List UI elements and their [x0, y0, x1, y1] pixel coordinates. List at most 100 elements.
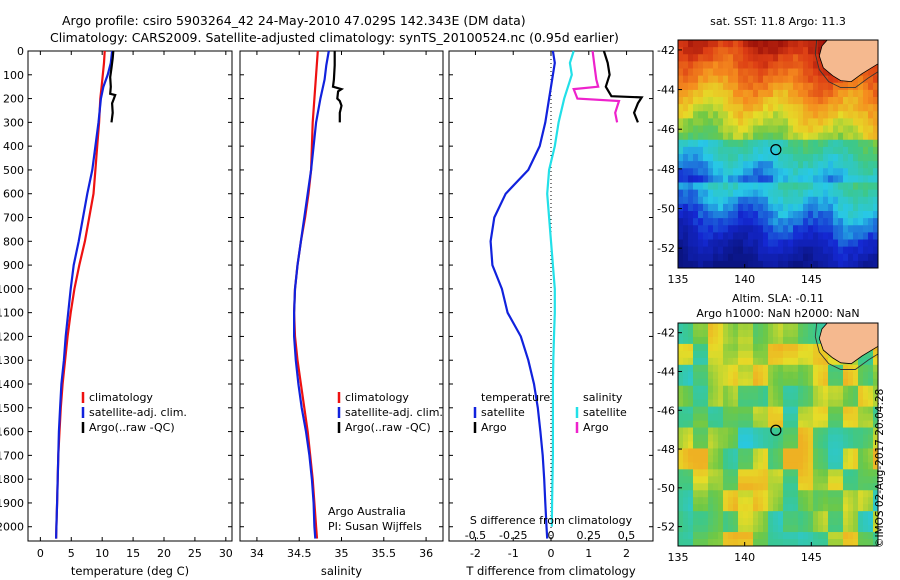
- map-cell: [693, 168, 699, 176]
- map-cell: [838, 406, 844, 414]
- map-cell: [778, 82, 784, 91]
- map-cell: [868, 125, 874, 134]
- map-cell: [748, 350, 754, 359]
- map-cell: [763, 336, 769, 345]
- map-cell: [768, 139, 774, 148]
- map-cell: [858, 385, 864, 394]
- map-cell: [748, 61, 754, 69]
- map-cell: [868, 448, 874, 456]
- y-tick-label: 800: [3, 235, 24, 248]
- map-cell: [693, 111, 699, 119]
- map-cell: [758, 441, 764, 449]
- map-cell: [733, 462, 739, 470]
- map-cell: [803, 211, 809, 219]
- map-cell: [718, 336, 724, 345]
- map-cell: [793, 154, 799, 162]
- map-cell: [728, 54, 734, 62]
- map-cell: [723, 420, 729, 428]
- map-cell: [808, 232, 814, 240]
- map-cell: [788, 525, 794, 533]
- map-cell: [788, 392, 794, 401]
- map-cell: [798, 82, 804, 91]
- map-cell: [703, 518, 709, 526]
- map-cell: [728, 154, 734, 162]
- map-cell: [868, 175, 874, 183]
- map-cell: [833, 218, 839, 226]
- map-cell: [728, 434, 734, 442]
- map-cell: [733, 448, 739, 456]
- temperature-panel: 0 5 10 15 20 25 300100200300400500600700800900…: [0, 45, 233, 578]
- map-cell: [803, 82, 809, 91]
- map-cell: [803, 427, 809, 435]
- map-cell: [863, 260, 869, 269]
- map-cell: [868, 497, 874, 505]
- map-cell: [708, 89, 714, 98]
- map-cell: [678, 40, 684, 48]
- map-cell: [798, 40, 804, 48]
- map-cell: [723, 476, 729, 484]
- map-cell: [713, 89, 719, 98]
- map-cell: [728, 161, 734, 169]
- map-cell: [798, 427, 804, 435]
- map-cell: [803, 448, 809, 456]
- map-cell: [743, 154, 749, 162]
- map-cell: [698, 146, 704, 155]
- map-cell: [688, 154, 694, 162]
- map-cell: [768, 406, 774, 414]
- map-cell: [728, 392, 734, 401]
- map-cell: [818, 490, 824, 498]
- map-cell: [723, 511, 729, 519]
- map-cell: [868, 469, 874, 477]
- map-cell: [698, 525, 704, 533]
- map-cell: [868, 350, 874, 359]
- map-cell: [823, 427, 829, 435]
- map-cell: [778, 483, 784, 491]
- map-cell: [763, 111, 769, 119]
- map-cell: [723, 469, 729, 477]
- map-cell: [713, 54, 719, 62]
- map-cell: [713, 246, 719, 255]
- map-cell: [793, 329, 799, 338]
- map-cell: [863, 350, 869, 359]
- map-cell: [718, 218, 724, 226]
- map-cell: [808, 260, 814, 269]
- map-cell: [718, 161, 724, 169]
- map-cell: [818, 357, 824, 366]
- map-cell: [788, 253, 794, 262]
- map-cell: [778, 497, 784, 505]
- map-cell: [803, 61, 809, 69]
- map-cell: [803, 350, 809, 359]
- map-cell: [718, 61, 724, 69]
- map-cell: [838, 225, 844, 233]
- map-cell: [828, 427, 834, 435]
- map-cell: [698, 189, 704, 198]
- map-cell: [808, 490, 814, 498]
- map-cell: [728, 47, 734, 55]
- map-cell: [808, 434, 814, 442]
- map-cell: [733, 232, 739, 240]
- map-cell: [793, 68, 799, 77]
- map-cell: [798, 196, 804, 205]
- map-cell: [773, 61, 779, 69]
- map-cell: [798, 68, 804, 77]
- map-cell: [848, 203, 854, 212]
- map-cell: [728, 139, 734, 148]
- map-cell: [808, 211, 814, 219]
- map-cell: [828, 378, 834, 387]
- map-cell: [733, 532, 739, 540]
- map-cell: [748, 196, 754, 205]
- map-cell: [748, 476, 754, 484]
- map-cell: [728, 82, 734, 91]
- map-cell: [823, 378, 829, 387]
- map-cell: [873, 420, 879, 428]
- map-cell: [718, 182, 724, 191]
- map-cell: [843, 490, 849, 498]
- map-cell: [778, 203, 784, 212]
- map-cell: [773, 504, 779, 512]
- map-cell: [748, 146, 754, 155]
- map-cell: [873, 476, 879, 484]
- map-cell: [693, 161, 699, 169]
- map-cell: [733, 441, 739, 449]
- map-cell: [778, 413, 784, 421]
- y-tick-label: 1500: [0, 402, 24, 415]
